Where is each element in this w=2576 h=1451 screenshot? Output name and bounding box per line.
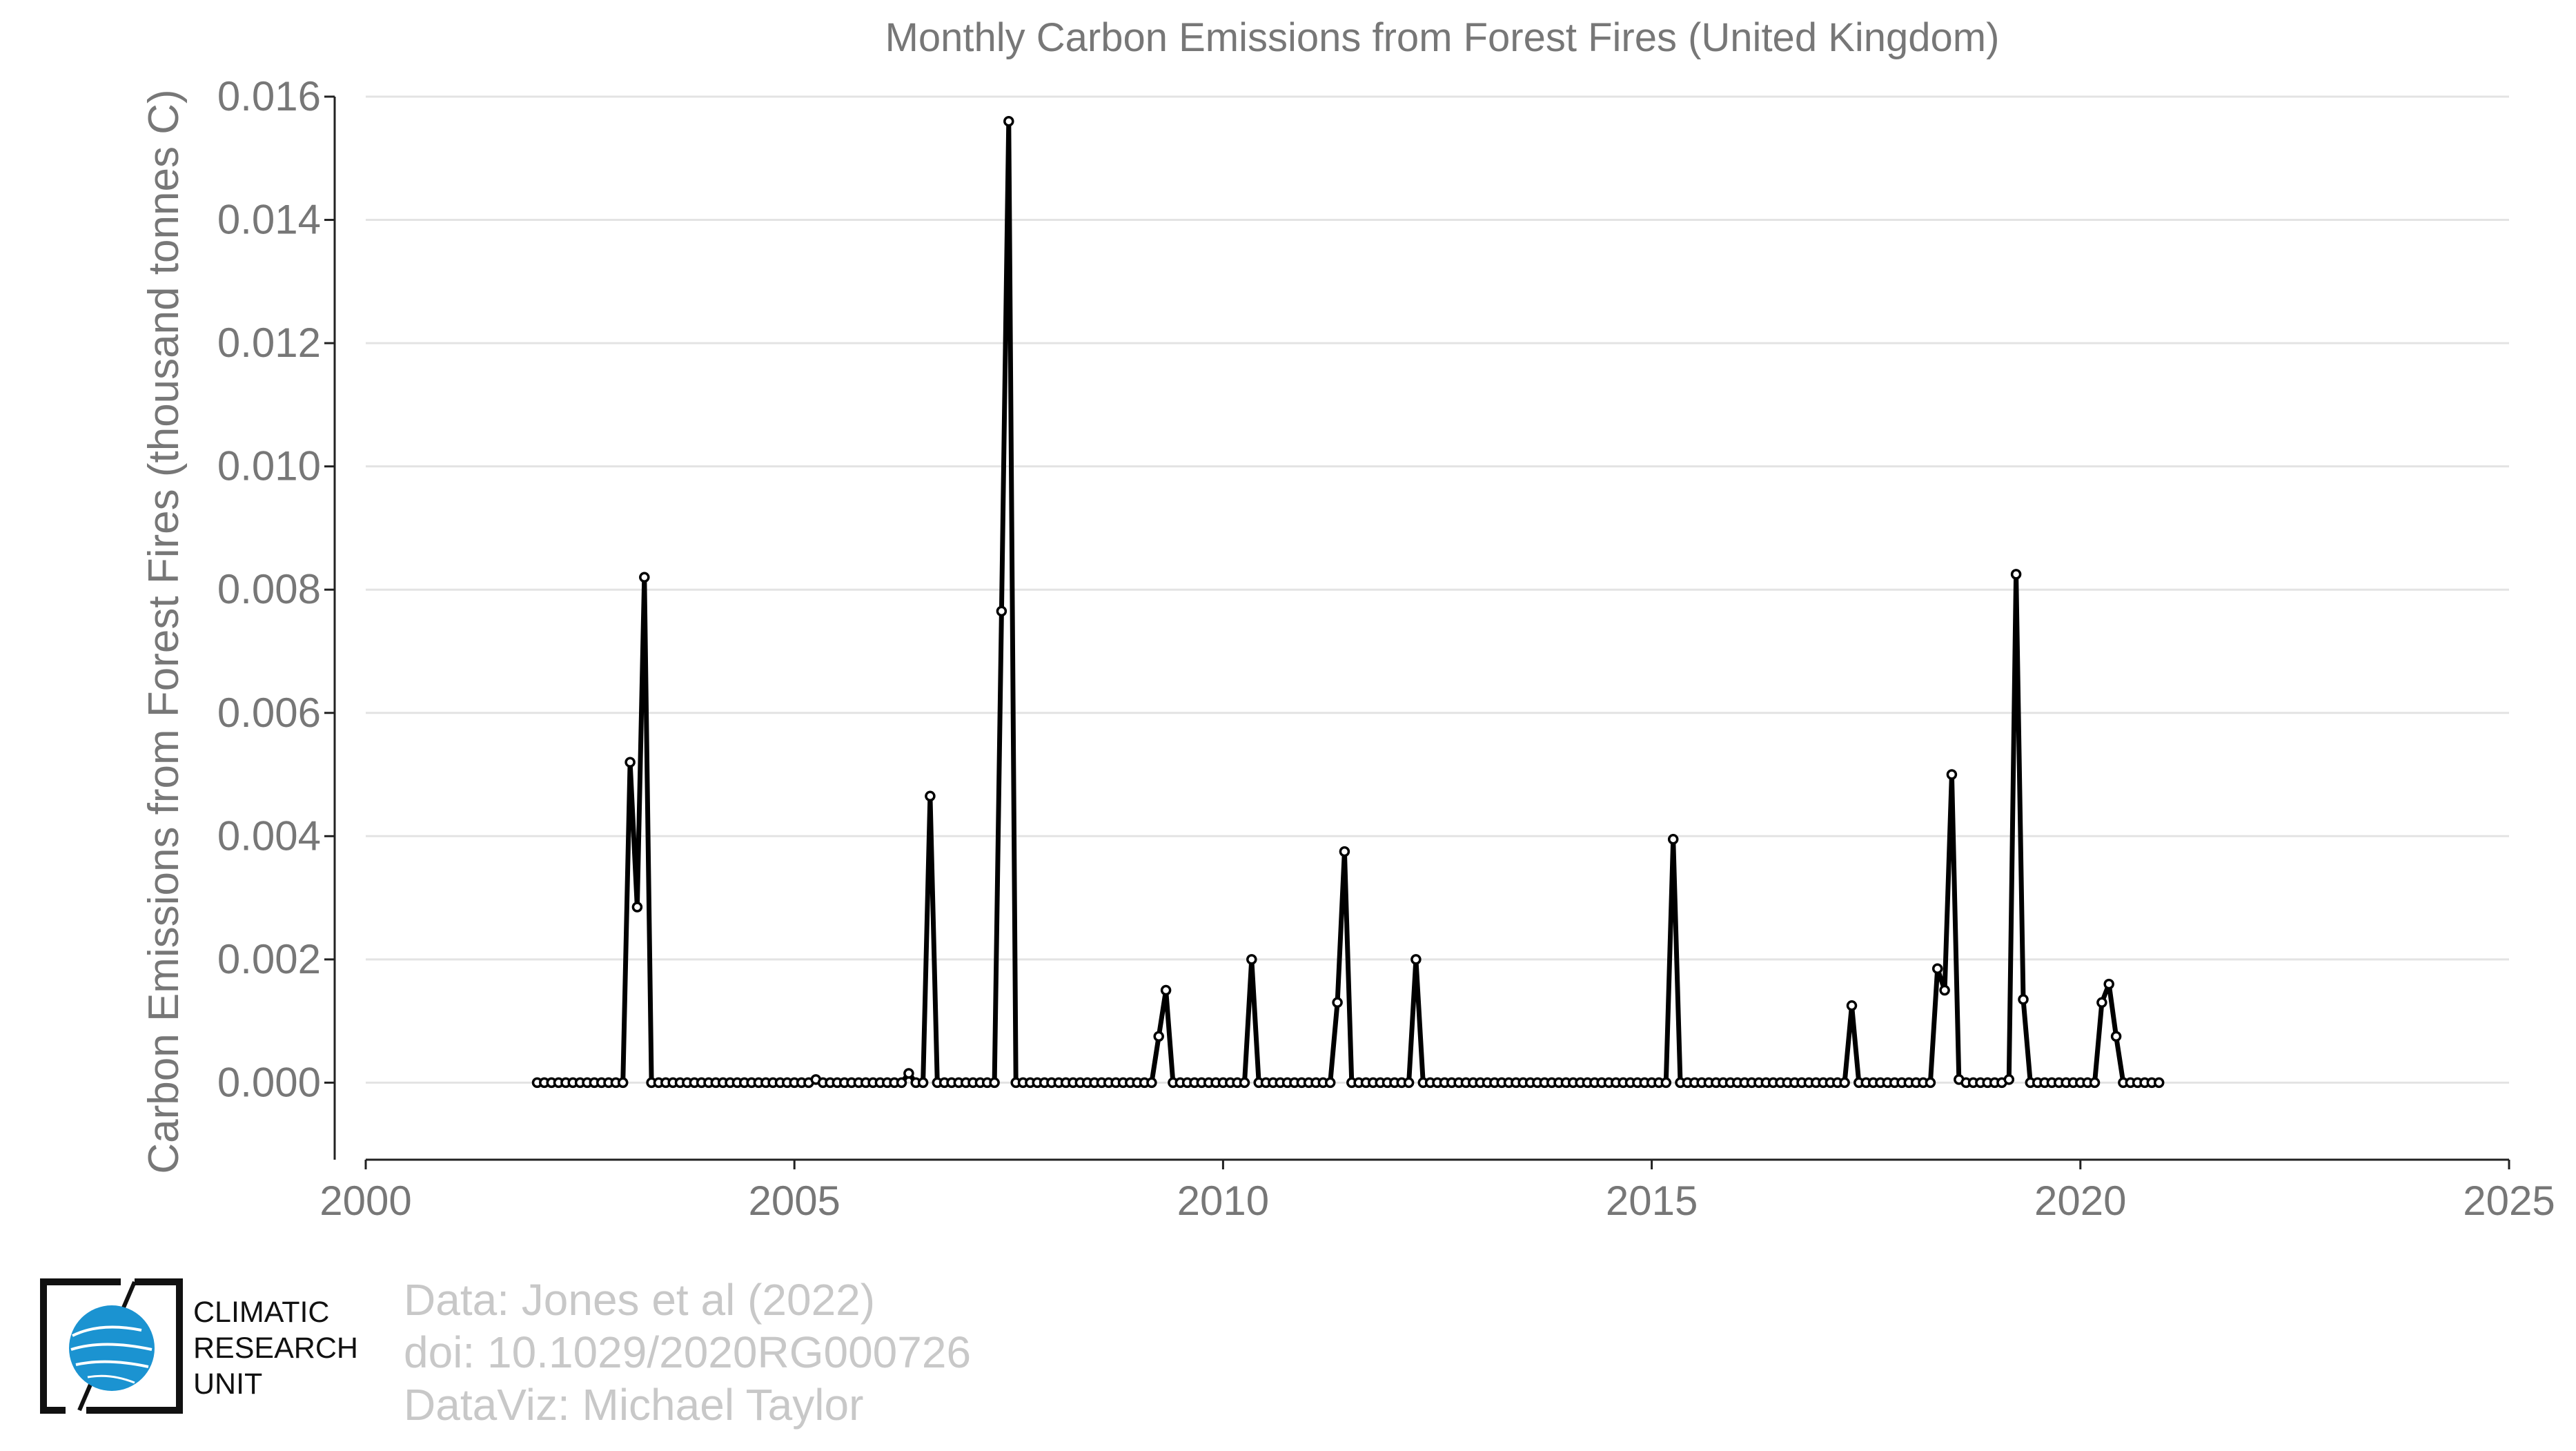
data-point: [1332, 997, 1343, 1009]
data-point: [1946, 769, 1958, 780]
data-point: [631, 902, 643, 913]
y-axis-ticks: 0.000 0.002 0.004 0.006 0.008 0.010 0.012 0.014…: [217, 73, 2509, 1161]
globe-icon: [40, 1278, 183, 1414]
data-point: [2018, 994, 2029, 1005]
data-point: [639, 572, 650, 583]
data-point: [2103, 978, 2114, 990]
data-point: [1153, 1031, 1164, 1042]
data-point: [2003, 1074, 2015, 1085]
y-tick-label: 0.016: [217, 73, 321, 119]
data-point: [1931, 963, 1943, 974]
data-point: [896, 1077, 907, 1089]
y-tick-label: 0.004: [217, 812, 321, 859]
y-tick-label: 0.012: [217, 320, 321, 366]
x-axis: 2000 2005 2010 2015 2020 2025: [319, 1158, 2555, 1224]
x-tick-label: 2005: [748, 1178, 840, 1224]
x-tick-label: 2015: [1606, 1178, 1698, 1224]
data-point: [996, 605, 1007, 617]
data-point: [2096, 997, 2107, 1009]
data-point: [1324, 1077, 1336, 1089]
data-point: [903, 1068, 914, 1079]
y-tick-label: 0.008: [217, 566, 321, 612]
data-point: [1146, 1077, 1157, 1089]
data-point: [1403, 1077, 1415, 1089]
logo-line: RESEARCH: [193, 1332, 358, 1365]
data-point: [2089, 1077, 2101, 1089]
data-point: [1339, 846, 1350, 857]
x-tick-label: 2025: [2463, 1178, 2555, 1224]
cru-logo: CLIMATIC RESEARCH UNIT: [38, 1274, 397, 1419]
data-point: [625, 757, 636, 768]
credit-data: Data: Jones et al (2022): [404, 1275, 876, 1325]
data-points: [531, 115, 2165, 1089]
y-tick-label: 0.000: [217, 1059, 321, 1105]
y-tick-label: 0.006: [217, 690, 321, 736]
logo-line: UNIT: [193, 1367, 263, 1401]
data-point: [1667, 834, 1679, 845]
credits: Data: Jones et al (2022) doi: 10.1029/20…: [404, 1274, 971, 1431]
data-point: [1003, 115, 1014, 127]
y-tick-label: 0.002: [217, 936, 321, 982]
x-tick-label: 2000: [319, 1178, 411, 1224]
chart-title: Monthly Carbon Emissions from Forest Fir…: [885, 15, 2000, 60]
data-point: [1160, 984, 1172, 996]
data-point: [617, 1077, 629, 1089]
y-axis-label: Carbon Emissions from Forest Fires (thou…: [140, 89, 188, 1174]
x-tick-label: 2010: [1177, 1178, 1269, 1224]
data-point: [1410, 954, 1422, 965]
data-point: [1239, 1077, 1250, 1089]
data-point: [989, 1077, 1000, 1089]
data-point: [1939, 984, 1950, 996]
data-point: [925, 790, 936, 802]
data-point: [1839, 1077, 1850, 1089]
credit-dataviz: DataViz: Michael Taylor: [404, 1380, 864, 1430]
x-tick-label: 2020: [2034, 1178, 2126, 1224]
series-line: [537, 119, 2159, 1085]
data-point: [2153, 1077, 2165, 1089]
credit-doi: doi: 10.1029/2020RG000726: [404, 1327, 972, 1377]
gridlines: [366, 95, 2509, 1084]
data-point: [1660, 1077, 1672, 1089]
y-tick-label: 0.014: [217, 197, 321, 243]
y-tick-label: 0.010: [217, 443, 321, 489]
data-point: [1925, 1077, 1936, 1089]
data-point: [1246, 954, 1257, 965]
data-point: [2110, 1031, 2122, 1042]
data-point: [1846, 1000, 1858, 1011]
data-point: [917, 1077, 929, 1089]
logo-text: CLIMATIC RESEARCH UNIT: [193, 1294, 358, 1402]
logo-line: CLIMATIC: [193, 1296, 330, 1329]
data-point: [2010, 569, 2022, 580]
